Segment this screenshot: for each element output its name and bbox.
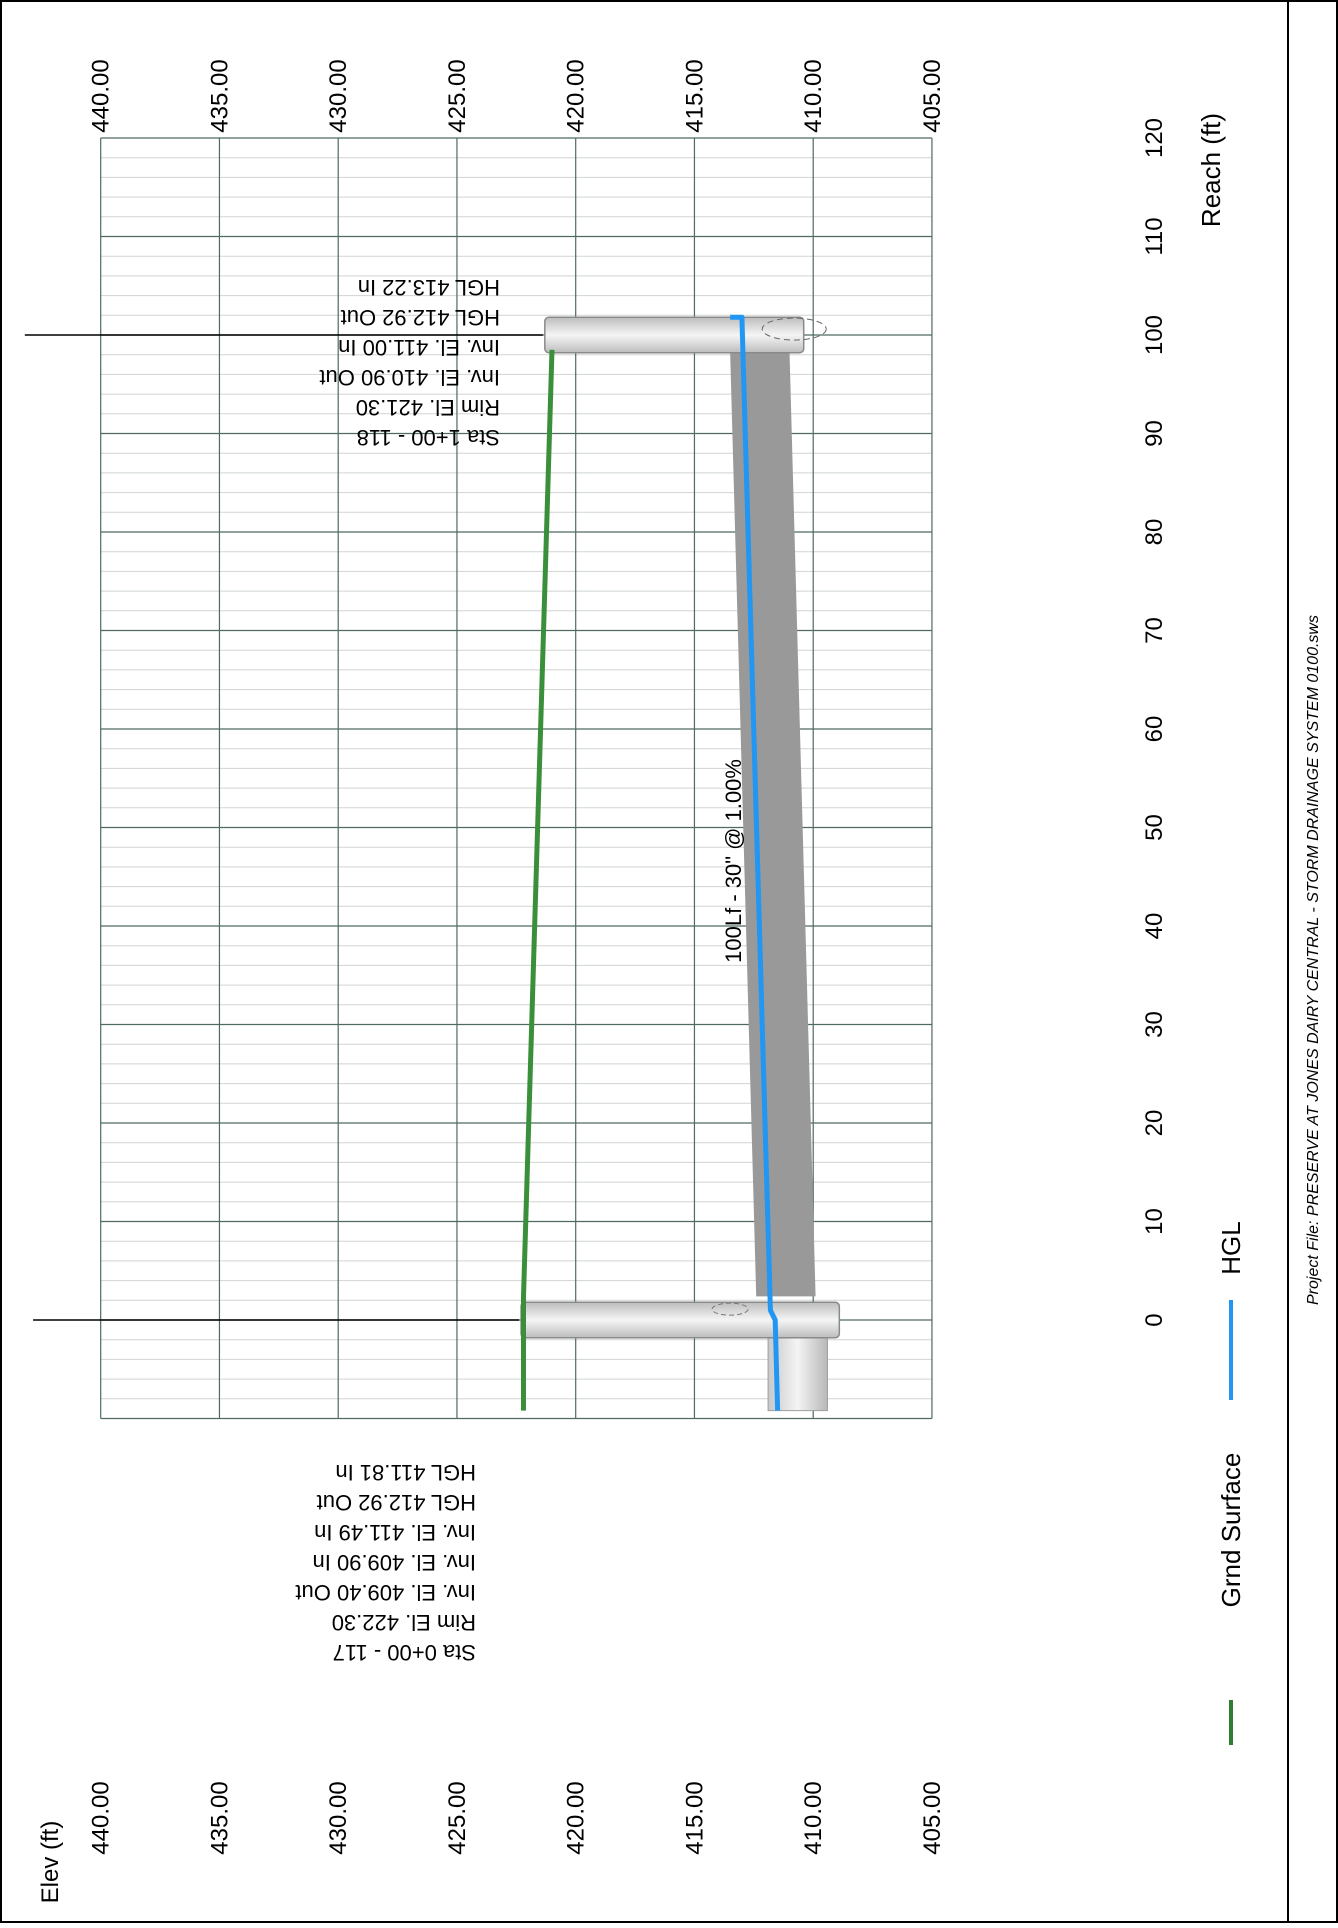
elev-tick-label-top: 415.00 bbox=[681, 59, 708, 132]
x-axis-label: Reach (ft) bbox=[1196, 113, 1226, 227]
elev-tick-label-bottom: 435.00 bbox=[206, 1781, 233, 1854]
reach-tick-label: 60 bbox=[1141, 716, 1168, 743]
structure-2-annotation: HGL 412.92 Out bbox=[341, 305, 500, 330]
structure-1-annotation: Inv. El. 409.90 In bbox=[313, 1550, 476, 1575]
reach-tick-label: 70 bbox=[1141, 617, 1168, 644]
reach-tick-label: 50 bbox=[1141, 814, 1168, 841]
structure-2-manhole bbox=[544, 316, 805, 354]
structure-1-annotation: HGL 411.81 In bbox=[335, 1460, 476, 1485]
structure-1-annotation: Inv. El. 409.40 Out bbox=[295, 1580, 476, 1605]
elev-tick-label-bottom: 425.00 bbox=[444, 1781, 471, 1854]
elev-tick-label-top: 435.00 bbox=[206, 59, 233, 132]
elev-tick-label-top: 410.00 bbox=[800, 59, 827, 132]
structure-2-annotation: HGL 413.22 In bbox=[358, 275, 500, 300]
pipe-label: 100Lf - 30" @ 1.00% bbox=[721, 759, 746, 963]
structure-1-annotation: Rim El. 422.30 bbox=[332, 1610, 476, 1635]
structure-2-annotation: Rim El. 421.30 bbox=[356, 395, 500, 420]
reach-tick-label: 0 bbox=[1141, 1313, 1168, 1326]
legend-label-grnd-surface: Grnd Surface bbox=[1216, 1453, 1246, 1608]
structure-1-annotation: Inv. El. 411.49 In bbox=[314, 1520, 476, 1545]
structure-2-annotation: Sta 1+00 - 118 bbox=[357, 425, 500, 450]
elev-tick-label-top: 405.00 bbox=[919, 59, 946, 132]
elev-tick-label-top: 425.00 bbox=[444, 59, 471, 132]
elev-tick-label-bottom: 415.00 bbox=[681, 1781, 708, 1854]
reach-tick-label: 10 bbox=[1141, 1208, 1168, 1235]
elev-tick-label-top: 440.00 bbox=[88, 59, 115, 132]
reach-tick-label: 30 bbox=[1141, 1011, 1168, 1038]
project-file-footer: Project File: PRESERVE AT JONES DAIRY CE… bbox=[1305, 615, 1322, 1305]
structure-2-annotation: Inv. El. 411.00 In bbox=[338, 335, 500, 360]
series-line-hgl bbox=[730, 314, 781, 1411]
elev-tick-label-bottom: 420.00 bbox=[563, 1781, 590, 1854]
elev-tick-label-top: 430.00 bbox=[325, 59, 352, 132]
series-line-grnd-surface bbox=[521, 349, 555, 1411]
reach-tick-label: 90 bbox=[1141, 420, 1168, 447]
structure-1-annotation: HGL 412.92 Out bbox=[317, 1490, 476, 1515]
reach-tick-label: 100 bbox=[1141, 315, 1168, 355]
reach-tick-label: 110 bbox=[1141, 217, 1168, 255]
elev-tick-label-bottom: 440.00 bbox=[88, 1781, 115, 1854]
reach-tick-label: 80 bbox=[1141, 519, 1168, 546]
structure-1-manhole bbox=[520, 1301, 841, 1339]
y-axis-label: Elev (ft) bbox=[37, 1821, 64, 1904]
elev-tick-label-bottom: 430.00 bbox=[325, 1781, 352, 1854]
reach-tick-label: 20 bbox=[1141, 1110, 1168, 1137]
elev-tick-label-bottom: 410.00 bbox=[800, 1781, 827, 1854]
reach-tick-label: 40 bbox=[1141, 913, 1168, 940]
elev-tick-label-top: 420.00 bbox=[563, 59, 590, 132]
elev-tick-label-bottom: 405.00 bbox=[919, 1781, 946, 1854]
structure-1-annotation: Sta 0+00 - 117 bbox=[333, 1640, 476, 1665]
structure-2-annotation: Inv. El. 410.90 Out bbox=[319, 365, 500, 390]
structure-1-inlet-marker bbox=[711, 1302, 749, 1316]
legend-label-hgl: HGL bbox=[1216, 1221, 1246, 1274]
reach-tick-label: 120 bbox=[1141, 118, 1168, 158]
structure-2-outlet-marker bbox=[761, 317, 827, 341]
